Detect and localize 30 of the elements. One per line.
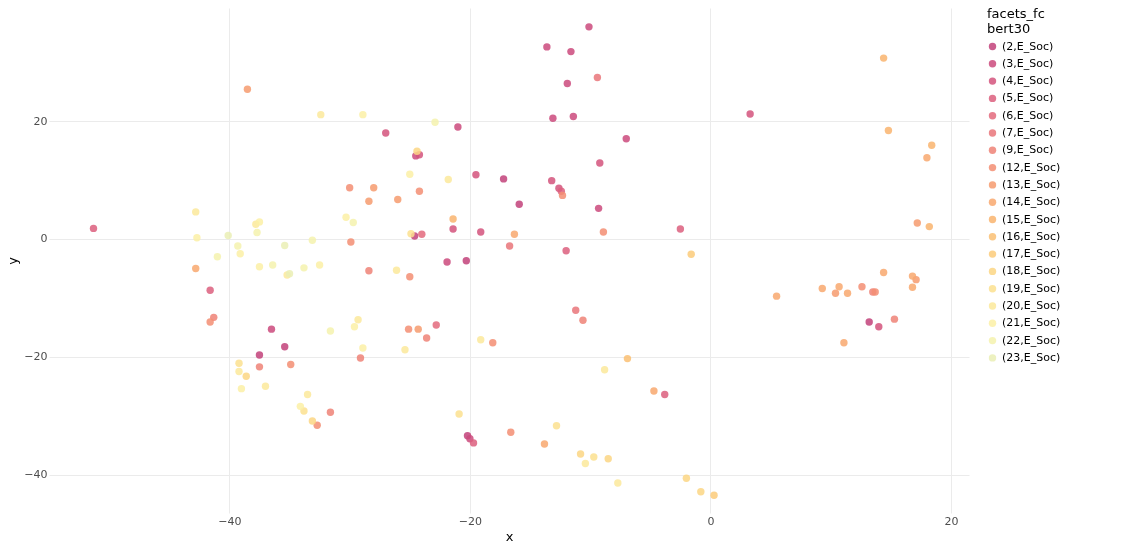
x-tick-label: −40	[218, 514, 242, 528]
legend-label: (18,E_Soc)	[1002, 264, 1061, 278]
x-axis-title: x	[505, 528, 514, 544]
legend-label: (21,E_Soc)	[1002, 316, 1061, 330]
y-axis-title: y	[5, 256, 21, 265]
x-tick-label: 20	[944, 514, 959, 528]
legend-label: (2,E_Soc)	[1002, 39, 1054, 53]
legend-label: (6,E_Soc)	[1002, 108, 1054, 122]
legend-title: facets_fc bert30	[987, 6, 1045, 36]
legend-label: (3,E_Soc)	[1002, 56, 1054, 70]
legend-label: (14,E_Soc)	[1002, 195, 1061, 209]
legend-label: (15,E_Soc)	[1002, 212, 1061, 226]
legend-label: (23,E_Soc)	[1002, 350, 1061, 364]
legend-label: (13,E_Soc)	[1002, 177, 1061, 191]
y-tick-label: 0	[40, 232, 48, 246]
legend-label: (12,E_Soc)	[1002, 160, 1061, 174]
y-tick-label: 20	[33, 114, 48, 128]
y-tick-label: −40	[24, 468, 48, 482]
x-tick-label: −20	[458, 514, 483, 528]
legend-label: (7,E_Soc)	[1002, 126, 1054, 139]
y-tick-label: −20	[24, 350, 48, 364]
legend-label: (16,E_Soc)	[1002, 229, 1061, 243]
legend-label: (17,E_Soc)	[1002, 247, 1061, 261]
legend-label: (19,E_Soc)	[1002, 281, 1061, 295]
x-tick-label: 0	[707, 514, 715, 528]
legend-label: (9,E_Soc)	[1002, 143, 1054, 157]
legend-label: (20,E_Soc)	[1002, 299, 1061, 312]
legend-label: (5,E_Soc)	[1002, 91, 1054, 105]
legend-label: (4,E_Soc)	[1002, 74, 1054, 88]
legend-label: (22,E_Soc)	[1002, 333, 1061, 347]
